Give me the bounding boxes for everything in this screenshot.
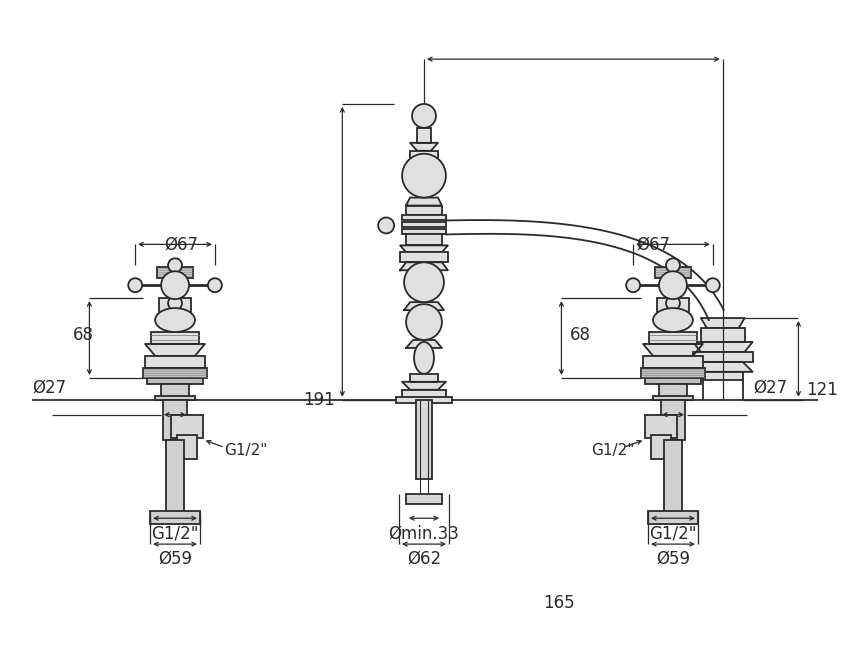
Polygon shape bbox=[410, 159, 438, 166]
Bar bbox=[406, 234, 442, 245]
Text: 121: 121 bbox=[806, 381, 839, 399]
Bar bbox=[645, 378, 700, 384]
Bar bbox=[159, 298, 191, 312]
Text: G1/2": G1/2" bbox=[591, 443, 634, 458]
Bar bbox=[161, 384, 189, 400]
Text: Ø27: Ø27 bbox=[32, 379, 67, 397]
Bar bbox=[143, 368, 207, 378]
Circle shape bbox=[208, 278, 222, 292]
Text: Ø59: Ø59 bbox=[158, 550, 192, 568]
Text: Ø62: Ø62 bbox=[407, 550, 441, 568]
Bar bbox=[402, 215, 446, 221]
Text: Ø67: Ø67 bbox=[164, 235, 198, 253]
Circle shape bbox=[168, 258, 182, 272]
Bar bbox=[651, 434, 671, 460]
Polygon shape bbox=[400, 262, 448, 270]
Bar bbox=[151, 332, 199, 344]
Bar bbox=[145, 356, 205, 368]
Bar bbox=[645, 415, 677, 438]
Bar bbox=[664, 440, 682, 514]
Text: 68: 68 bbox=[73, 326, 94, 344]
Circle shape bbox=[626, 278, 640, 292]
Polygon shape bbox=[404, 302, 444, 310]
Bar bbox=[150, 511, 200, 524]
Circle shape bbox=[168, 296, 182, 310]
Text: G1/2": G1/2" bbox=[151, 524, 198, 542]
Bar bbox=[410, 374, 438, 382]
Ellipse shape bbox=[653, 308, 693, 332]
Text: 68: 68 bbox=[569, 326, 590, 344]
Bar bbox=[406, 205, 442, 215]
Bar bbox=[649, 332, 697, 344]
Bar bbox=[177, 434, 197, 460]
Bar bbox=[402, 223, 446, 227]
Text: Ø59: Ø59 bbox=[656, 550, 690, 568]
Circle shape bbox=[404, 262, 444, 302]
Polygon shape bbox=[410, 143, 438, 151]
Bar bbox=[648, 511, 698, 524]
Bar bbox=[703, 372, 743, 380]
Polygon shape bbox=[700, 318, 745, 328]
Bar bbox=[659, 384, 687, 400]
Polygon shape bbox=[406, 340, 442, 348]
Ellipse shape bbox=[155, 308, 195, 332]
Text: Ømin.33: Ømin.33 bbox=[388, 524, 460, 542]
Bar bbox=[661, 400, 685, 440]
Bar bbox=[655, 267, 691, 278]
Bar bbox=[166, 440, 184, 514]
Bar bbox=[155, 396, 195, 400]
Bar bbox=[700, 328, 745, 342]
Bar bbox=[400, 252, 448, 262]
Bar bbox=[406, 494, 442, 504]
Polygon shape bbox=[402, 382, 446, 390]
Text: Ø67: Ø67 bbox=[636, 235, 670, 253]
Bar bbox=[171, 415, 203, 438]
Polygon shape bbox=[406, 198, 442, 205]
Circle shape bbox=[406, 304, 442, 340]
Circle shape bbox=[378, 217, 394, 233]
Polygon shape bbox=[693, 342, 753, 352]
Circle shape bbox=[402, 154, 446, 198]
Circle shape bbox=[659, 271, 687, 299]
Bar bbox=[396, 397, 452, 403]
Circle shape bbox=[666, 296, 680, 310]
Text: 165: 165 bbox=[544, 594, 575, 612]
Bar bbox=[643, 356, 703, 368]
Bar bbox=[163, 400, 187, 440]
Text: 191: 191 bbox=[304, 391, 335, 409]
Bar bbox=[657, 298, 689, 312]
Bar bbox=[693, 352, 753, 362]
Circle shape bbox=[706, 278, 720, 292]
Polygon shape bbox=[400, 245, 448, 252]
Bar bbox=[641, 368, 705, 378]
Bar bbox=[157, 267, 193, 278]
Circle shape bbox=[128, 278, 142, 292]
Polygon shape bbox=[693, 362, 753, 372]
Bar bbox=[653, 396, 693, 400]
Circle shape bbox=[161, 271, 189, 299]
Bar bbox=[148, 378, 203, 384]
Bar bbox=[402, 229, 446, 234]
Bar bbox=[410, 151, 438, 159]
Circle shape bbox=[412, 104, 436, 128]
Polygon shape bbox=[145, 344, 205, 356]
Text: Ø27: Ø27 bbox=[754, 379, 788, 397]
Text: G1/2": G1/2" bbox=[650, 524, 697, 542]
Ellipse shape bbox=[414, 342, 434, 374]
Bar bbox=[417, 128, 431, 143]
Bar bbox=[416, 400, 432, 479]
Polygon shape bbox=[643, 344, 703, 356]
Bar bbox=[402, 390, 446, 398]
Text: G1/2": G1/2" bbox=[224, 443, 267, 458]
Circle shape bbox=[666, 258, 680, 272]
